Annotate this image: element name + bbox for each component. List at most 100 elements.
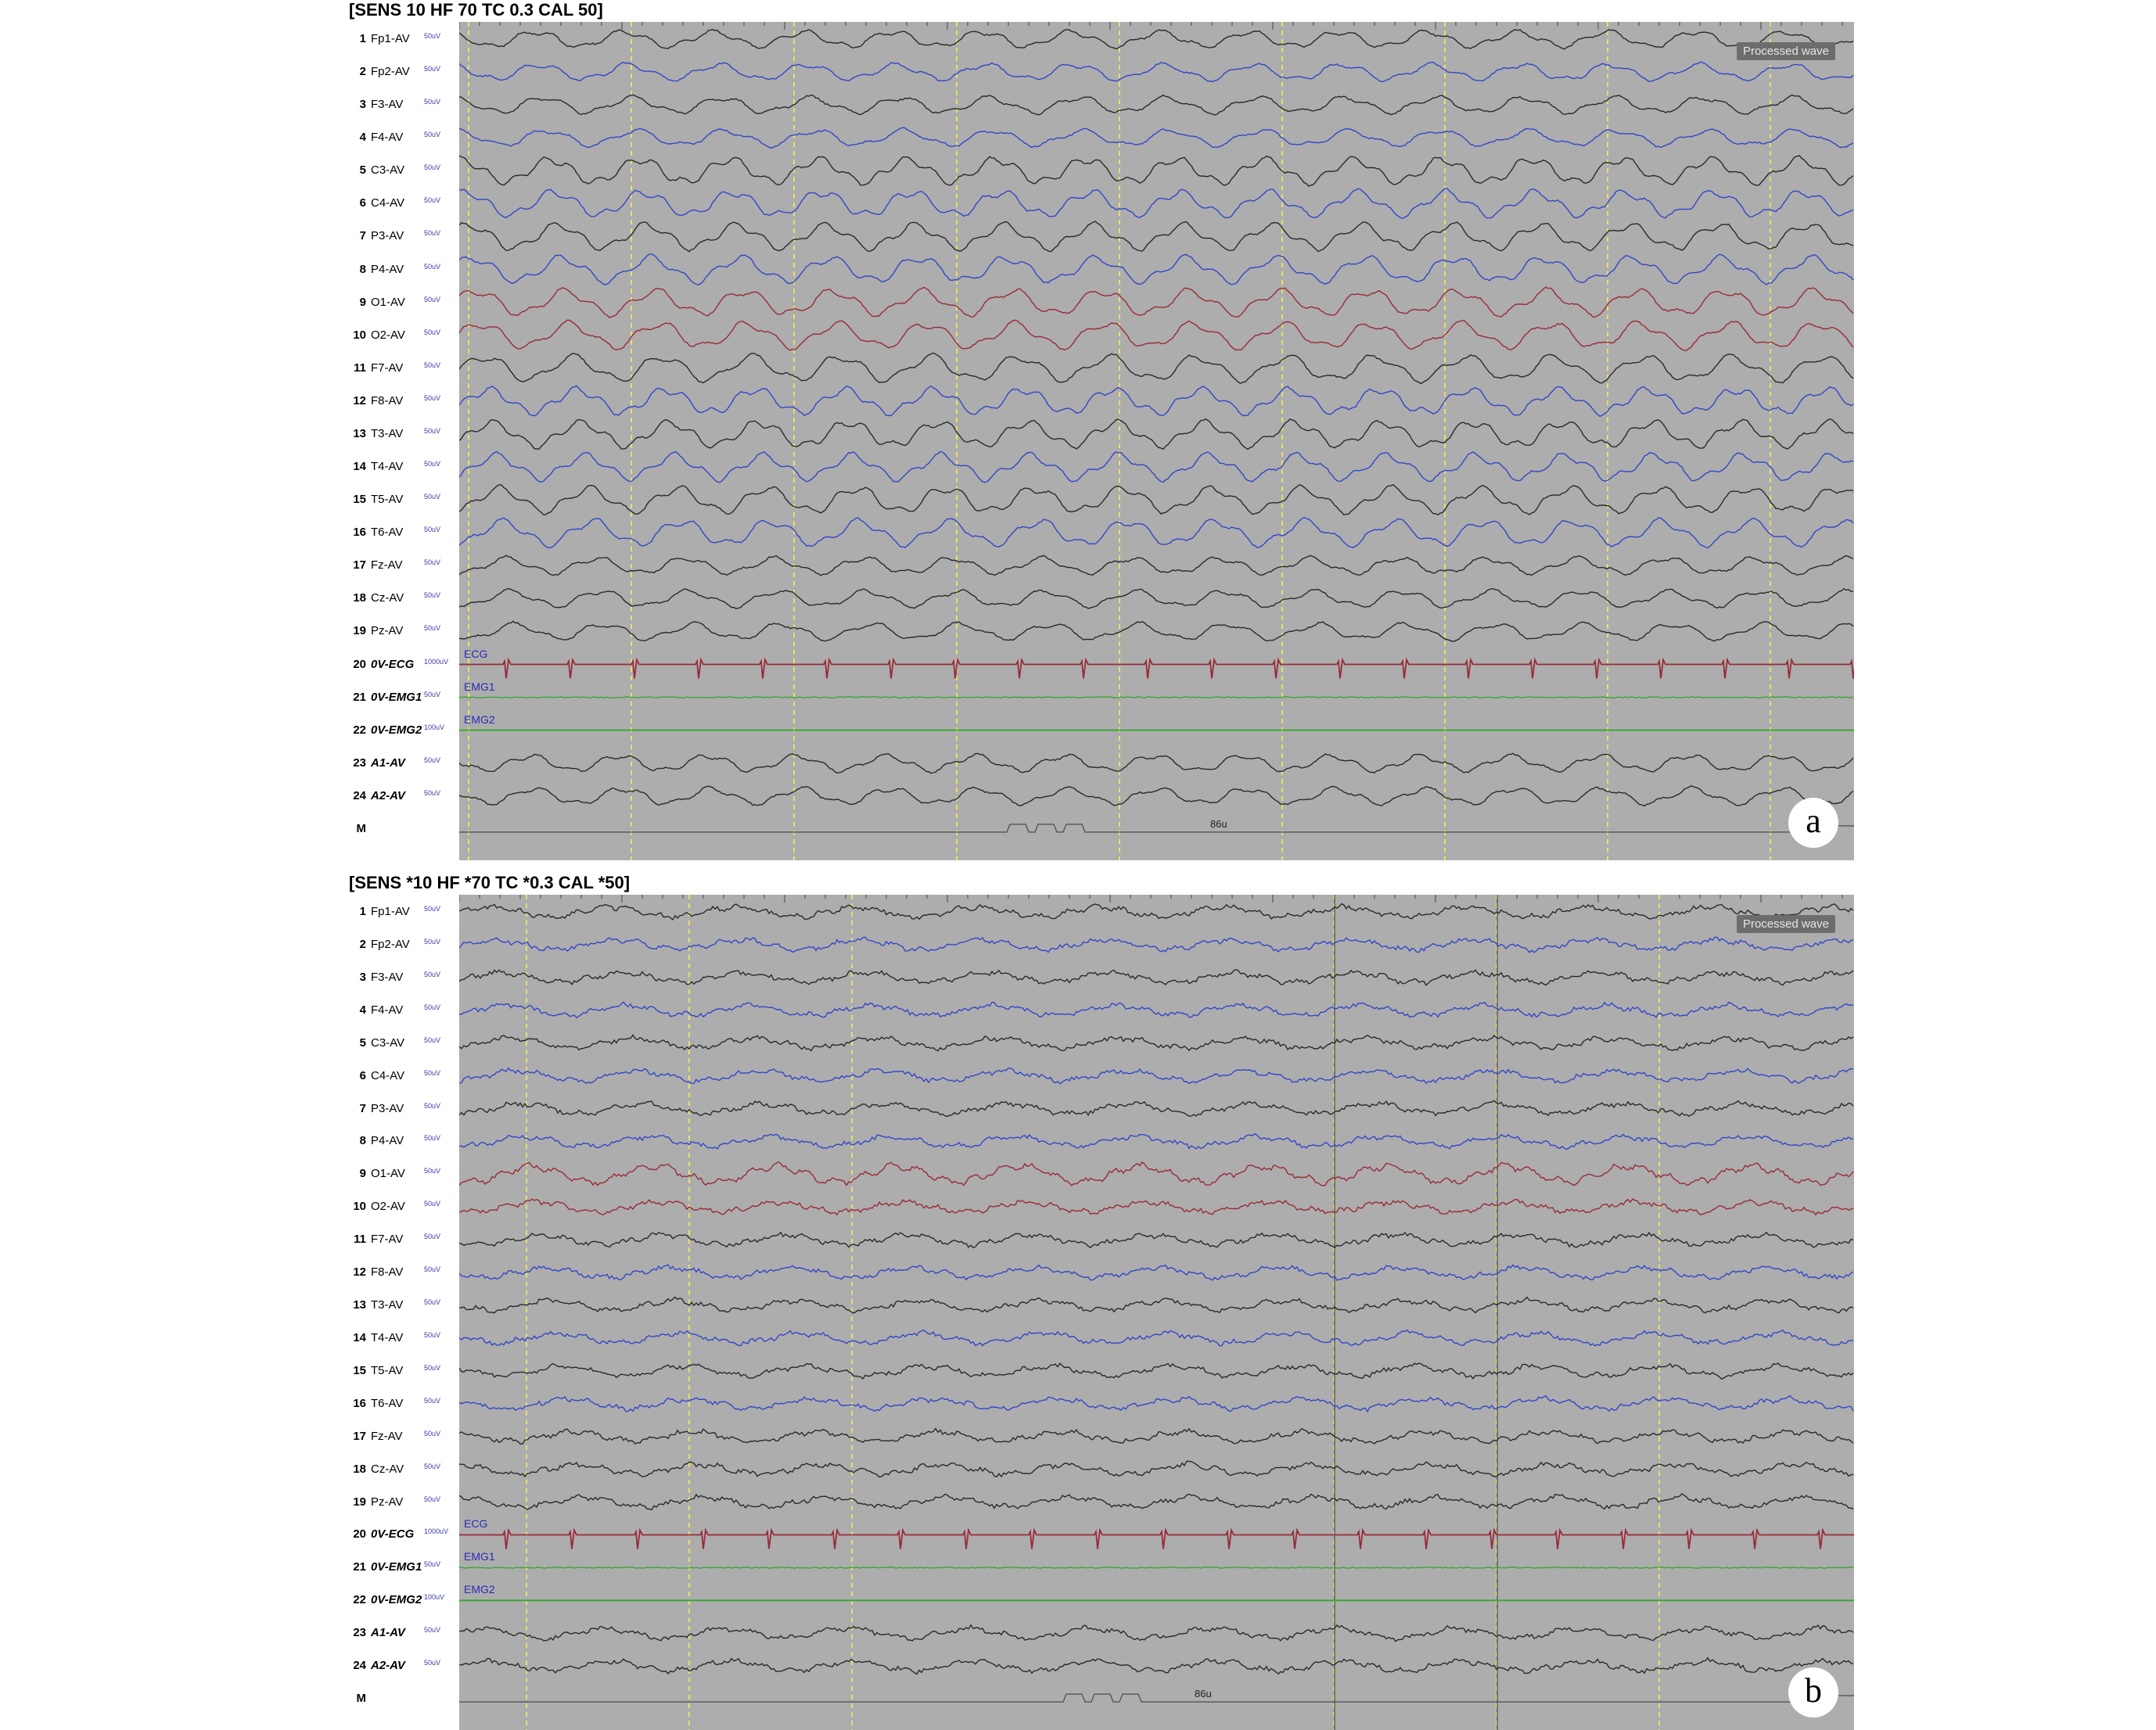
channel-scale: 50uV [424,788,441,797]
param-bar: [SENS 10 HF 70 TC 0.3 CAL 50] [349,0,603,20]
channel-number: 20 [353,1527,366,1542]
channel-label-10[interactable]: 10 O2-AV 50uV [344,1198,440,1215]
trace-o2-av [459,1198,1854,1216]
channel-label-8[interactable]: 8 P4-AV 50uV [344,261,440,278]
channel-label-24[interactable]: 24 A2-AV 50uV [344,1657,440,1674]
channel-label-3[interactable]: 3 F3-AV 50uV [344,969,440,986]
channel-label-M[interactable]: M [344,820,426,838]
channel-label-4[interactable]: 4 F4-AV 50uV [344,1002,440,1019]
channel-label-12[interactable]: 12 F8-AV 50uV [344,393,440,410]
channel-label-19[interactable]: 19 Pz-AV 50uV [344,1494,440,1511]
channel-label-16[interactable]: 16 T6-AV 50uV [344,1395,440,1412]
channel-name: T6-AV [371,1396,404,1410]
channel-name: F7-AV [371,1233,404,1247]
trace-c4-av [459,1067,1854,1085]
channel-label-7[interactable]: 7 P3-AV 50uV [344,1100,440,1118]
channel-label-1[interactable]: 1 Fp1-AV 50uV [344,903,440,921]
channel-label-6[interactable]: 6 C4-AV 50uV [344,1068,440,1085]
channel-scale: 50uV [424,1659,441,1667]
channel-label-12[interactable]: 12 F8-AV 50uV [344,1264,440,1281]
channel-label-21[interactable]: 21 0V-EMG1 50uV [344,689,440,706]
channel-label-24[interactable]: 24 A2-AV 50uV [344,788,440,805]
channel-label-5[interactable]: 5 C3-AV 50uV [344,1035,440,1052]
channel-number: M [356,1692,367,1706]
trace-p3-av [459,1100,1854,1118]
channel-number: 4 [359,1003,366,1017]
channel-number: 7 [359,1101,366,1115]
processed-wave-badge[interactable]: Processed wave [1736,915,1835,933]
channel-number: 11 [354,361,366,375]
channel-label-14[interactable]: 14 T4-AV 50uV [344,458,440,476]
channel-label-8[interactable]: 8 P4-AV 50uV [344,1132,440,1150]
channel-name: F3-AV [371,98,404,112]
channel-label-20[interactable]: 20 0V-ECG 1000uV [344,656,448,673]
channel-scale: 50uV [424,65,441,74]
channel-label-23[interactable]: 23 A1-AV 50uV [344,1624,440,1642]
channel-name: Cz-AV [371,591,404,605]
channel-scale: 50uV [424,493,441,501]
channel-label-2[interactable]: 2 Fp2-AV 50uV [344,63,440,81]
trace-f8-av [459,1264,1854,1281]
channel-label-17[interactable]: 17 Fz-AV 50uV [344,557,440,574]
channel-name: O2-AV [371,1200,405,1214]
waveform-area[interactable]: Processed wave a ECG EMG1 EMG2 86u [459,22,1854,860]
channel-name: C4-AV [371,1068,405,1082]
channel-label-7[interactable]: 7 P3-AV 50uV [344,228,440,245]
channel-scale: 100uV [424,1593,445,1602]
channel-number: 5 [359,163,366,178]
processed-wave-badge[interactable]: Processed wave [1736,42,1835,60]
channel-number: 22 [353,1593,366,1607]
channel-label-17[interactable]: 17 Fz-AV 50uV [344,1428,440,1445]
channel-name: Pz-AV [371,624,404,638]
trace-fp2-av [459,61,1854,83]
channel-label-19[interactable]: 19 Pz-AV 50uV [344,623,440,640]
channel-scale: 50uV [424,229,441,238]
channel-label-3[interactable]: 3 F3-AV 50uV [344,96,440,113]
channel-number: 9 [359,1167,366,1181]
channel-label-21[interactable]: 21 0V-EMG1 50uV [344,1559,440,1576]
channel-scale: 50uV [424,131,441,139]
channel-number: M [356,821,367,835]
channel-label-14[interactable]: 14 T4-AV 50uV [344,1330,440,1347]
trace-marker [459,1693,1854,1703]
trace-f4-av [459,127,1854,149]
trace-a2-av [459,784,1854,807]
trace-o1-av [459,286,1854,318]
channel-label-22[interactable]: 22 0V-EMG2 100uV [344,722,444,739]
channel-number: 21 [353,690,366,704]
channel-label-15[interactable]: 15 T5-AV 50uV [344,491,440,508]
trace-f7-av [459,352,1854,385]
trace-f3-av [459,968,1854,986]
channel-tag-emg1: EMG1 [464,680,495,693]
channel-label-23[interactable]: 23 A1-AV 50uV [344,755,440,772]
channel-label-15[interactable]: 15 T5-AV 50uV [344,1362,440,1380]
channel-label-18[interactable]: 18 Cz-AV 50uV [344,1461,440,1478]
channel-label-11[interactable]: 11 F7-AV 50uV [344,1231,440,1248]
channel-scale: 50uV [424,937,441,946]
channel-label-13[interactable]: 13 T3-AV 50uV [344,1297,440,1314]
channel-label-10[interactable]: 10 O2-AV 50uV [344,327,440,344]
channel-number: 8 [359,262,366,276]
waveform-area[interactable]: Processed wave b ECG EMG1 EMG2 86u [459,895,1854,1730]
channel-name: A1-AV [371,756,405,770]
channel-label-4[interactable]: 4 F4-AV 50uV [344,129,440,146]
channel-label-11[interactable]: 11 F7-AV 50uV [344,360,440,377]
channel-label-22[interactable]: 22 0V-EMG2 100uV [344,1592,444,1609]
channel-scale: 50uV [424,1396,441,1405]
channel-label-2[interactable]: 2 Fp2-AV 50uV [344,936,440,953]
channel-label-6[interactable]: 6 C4-AV 50uV [344,195,440,212]
channel-label-M[interactable]: M [344,1690,426,1707]
channel-label-5[interactable]: 5 C3-AV 50uV [344,162,440,179]
channel-label-18[interactable]: 18 Cz-AV 50uV [344,590,440,607]
channel-label-16[interactable]: 16 T6-AV 50uV [344,524,440,541]
channel-label-1[interactable]: 1 Fp1-AV 50uV [344,31,440,48]
channel-scale: 50uV [424,196,441,205]
channel-label-9[interactable]: 9 O1-AV 50uV [344,294,440,311]
channel-number: 3 [359,98,366,112]
channel-number: 16 [353,526,366,540]
channel-number: 9 [359,295,366,309]
channel-label-20[interactable]: 20 0V-ECG 1000uV [344,1526,448,1543]
channel-label-13[interactable]: 13 T3-AV 50uV [344,425,440,443]
trace-pz-av [459,620,1854,642]
channel-label-9[interactable]: 9 O1-AV 50uV [344,1165,440,1183]
